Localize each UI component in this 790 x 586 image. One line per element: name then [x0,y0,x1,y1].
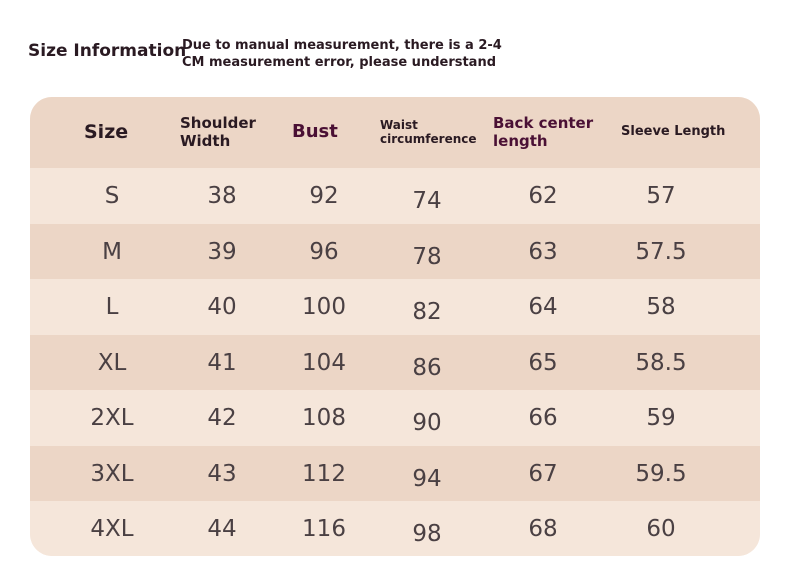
cell-sleeve-length: 57.5 [635,238,687,265]
cell-waist-circumference: 82 [412,299,442,325]
cell-sleeve-length: 57 [646,183,676,209]
cell-size: 3XL [90,460,134,487]
column-header-shoulder-width: Shoulder Width [180,97,300,168]
cell-bust: 116 [302,515,346,542]
cell-shoulder-width: 42 [207,405,237,431]
column-header-line: circumference [380,131,477,146]
cell-size: 4XL [90,515,134,542]
column-header-bust: Bust [292,97,382,168]
cell-waist-circumference: 74 [412,188,442,214]
cell-back-center-length: 64 [528,294,558,320]
table-row: 3XL 43 112 94 67 59.5 [30,446,760,501]
cell-back-center-length: 67 [528,460,558,487]
cell-size: L [105,294,119,320]
size-table: Size Shoulder Width Bust Waist circumference B… [30,97,760,556]
cell-size: 2XL [90,405,134,431]
table-row: XL 41 104 86 65 58.5 [30,335,760,390]
cell-waist-circumference: 98 [412,520,442,547]
cell-waist-circumference: 86 [412,354,442,381]
cell-waist-circumference: 94 [412,465,442,492]
table-row: 4XL 44 116 98 68 60 [30,501,760,556]
table-row: 2XL 42 108 90 66 59 [30,390,760,446]
column-header-line: Size [84,120,129,143]
cell-back-center-length: 68 [528,515,558,542]
column-header-line: Back center [493,114,594,133]
column-header-back-center-length: Back center length [493,97,613,168]
cell-back-center-length: 65 [528,349,558,376]
cell-bust: 96 [309,238,339,265]
measurement-note: Due to manual measurement, there is a 2-… [182,37,502,71]
cell-shoulder-width: 39 [207,238,237,265]
table-row: L 40 100 82 64 58 [30,279,760,335]
column-header-size: Size [84,97,194,168]
cell-shoulder-width: 38 [207,183,237,209]
cell-size: S [104,183,120,209]
cell-back-center-length: 63 [528,238,558,265]
table-row: S 38 92 74 62 57 [30,168,760,224]
cell-size: XL [97,349,127,376]
cell-bust: 104 [302,349,346,376]
cell-shoulder-width: 41 [207,349,237,376]
table-header-row: Size Shoulder Width Bust Waist circumference B… [30,97,760,168]
cell-bust: 112 [302,460,346,487]
cell-sleeve-length: 59 [646,405,676,431]
cell-sleeve-length: 58 [646,294,676,320]
cell-shoulder-width: 40 [207,294,237,320]
cell-bust: 100 [302,294,346,320]
cell-bust: 92 [309,183,339,209]
cell-sleeve-length: 59.5 [635,460,687,487]
table-row: M 39 96 78 63 57.5 [30,224,760,279]
measurement-note-line-2: CM measurement error, please understand [182,55,497,70]
cell-shoulder-width: 43 [207,460,237,487]
column-header-line: Sleeve Length [621,124,726,140]
cell-shoulder-width: 44 [207,515,237,542]
column-header-line: Shoulder [180,114,256,133]
column-header-sleeve-length: Sleeve Length [621,97,751,168]
cell-sleeve-length: 58.5 [635,349,687,376]
column-header-line: Waist [380,117,418,132]
cell-waist-circumference: 78 [412,243,442,270]
column-header-line: Width [180,131,231,150]
cell-sleeve-length: 60 [646,515,676,542]
cell-back-center-length: 62 [528,183,558,209]
cell-waist-circumference: 90 [412,410,442,436]
page-title: Size Information [28,41,187,61]
column-header-waist-circumference: Waist circumference [380,97,490,168]
column-header-line: length [493,131,548,150]
measurement-note-line-1: Due to manual measurement, there is a 2-… [182,38,502,53]
column-header-line: Bust [292,121,338,143]
cell-bust: 108 [302,405,346,431]
cell-back-center-length: 66 [528,405,558,431]
cell-size: M [102,238,122,265]
